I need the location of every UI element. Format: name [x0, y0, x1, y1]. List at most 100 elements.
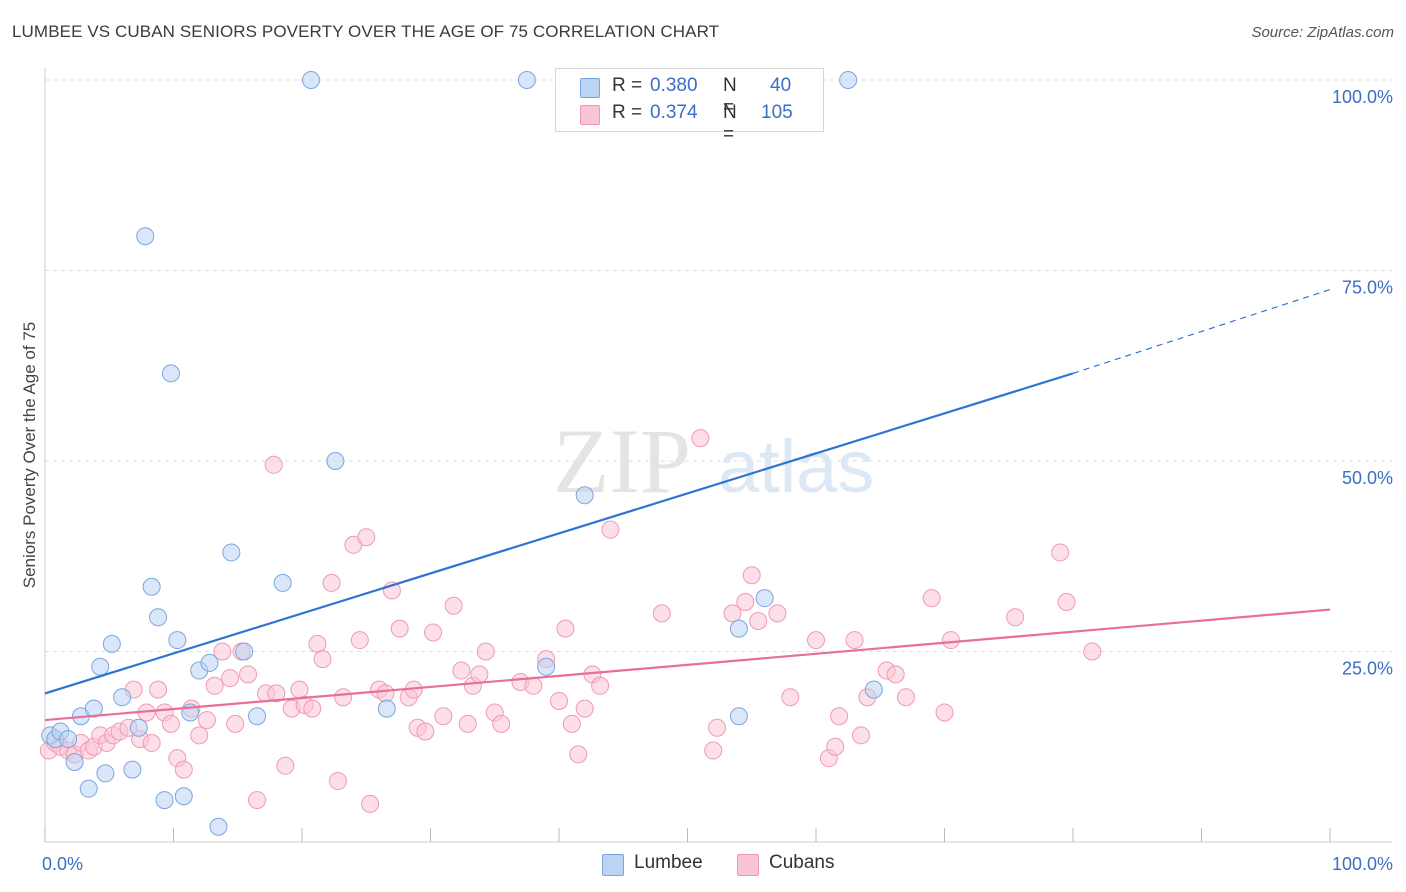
data-point: [377, 699, 396, 718]
data-point: [174, 787, 193, 806]
legend-r-value: 0.380: [650, 75, 698, 96]
data-point: [591, 676, 610, 695]
data-point: [161, 364, 180, 383]
legend-n-label: N =: [723, 102, 737, 145]
data-point: [652, 604, 671, 623]
data-point: [742, 566, 761, 585]
data-point: [424, 623, 443, 642]
trendlines: [44, 288, 1331, 722]
lumbee-trendline: [44, 372, 1074, 695]
data-point: [168, 631, 187, 650]
data-point: [476, 642, 495, 661]
data-point: [174, 760, 193, 779]
data-point: [239, 665, 258, 684]
data-point: [149, 680, 168, 699]
bottom-legend-lumbee-label: Lumbee: [634, 852, 703, 873]
data-point: [361, 794, 380, 813]
data-point: [264, 455, 283, 474]
data-point: [376, 684, 395, 703]
data-point: [209, 817, 228, 836]
y-tick-label: 100.0%: [1332, 87, 1393, 107]
data-point: [575, 699, 594, 718]
data-point: [749, 612, 768, 631]
cubans-trendline: [44, 608, 1331, 722]
data-point: [537, 657, 556, 676]
data-point: [390, 619, 409, 638]
lumbee-swatch: [580, 78, 600, 98]
data-point: [91, 657, 110, 676]
data-point: [84, 699, 103, 718]
data-point: [248, 707, 267, 726]
data-point: [452, 661, 471, 680]
data-point: [350, 631, 369, 650]
chart-title: LUMBEE VS CUBAN SENIORS POVERTY OVER THE…: [12, 22, 720, 41]
data-point: [248, 791, 267, 810]
data-point: [839, 71, 858, 89]
data-point: [1051, 543, 1070, 562]
data-point: [322, 573, 341, 592]
data-point: [308, 634, 327, 653]
data-point: [736, 592, 755, 611]
data-point: [102, 634, 121, 653]
data-point: [96, 764, 115, 783]
bottom-legend: Lumbee Cubans: [0, 852, 1406, 878]
data-point: [524, 676, 543, 695]
bottom-legend-cubans-label: Cubans: [769, 852, 835, 873]
data-point: [845, 631, 864, 650]
lumbee-trendline-extension: [1072, 288, 1331, 374]
tick-labels: 25.0% 50.0% 75.0% 100.0% 0.0% 100.0%: [42, 87, 1393, 874]
data-point: [444, 596, 463, 615]
data-point: [723, 604, 742, 623]
data-point: [458, 714, 477, 733]
legend: R = 0.380 N = 40 R = 0.374 N = 105: [555, 68, 824, 145]
data-point: [755, 589, 774, 608]
data-point: [149, 608, 168, 627]
data-point: [517, 71, 536, 89]
data-point: [1057, 592, 1076, 611]
legend-n-label: N =: [723, 75, 737, 118]
data-point: [807, 631, 825, 650]
legend-n-value: 40: [770, 75, 792, 96]
data-point: [136, 227, 155, 246]
data-point: [434, 707, 453, 726]
data-point: [941, 631, 960, 650]
data-point: [1083, 642, 1102, 661]
data-point: [729, 619, 748, 638]
cubans-swatch: [580, 105, 600, 125]
data-point: [492, 714, 511, 733]
data-point: [200, 653, 219, 672]
data-point: [123, 760, 142, 779]
data-point: [768, 604, 787, 623]
data-point: [781, 688, 800, 707]
data-point: [213, 642, 232, 661]
data-point: [569, 745, 588, 764]
data-point: [896, 688, 915, 707]
watermark-atlas: atlas: [718, 425, 874, 508]
watermark: ZIP atlas: [553, 410, 874, 512]
data-point: [301, 71, 320, 89]
data-point: [470, 665, 489, 684]
watermark-zip: ZIP: [553, 410, 691, 512]
data-point: [357, 528, 376, 547]
data-point: [226, 714, 245, 733]
data-point: [556, 619, 575, 638]
x-tick-label: 0.0%: [42, 854, 83, 874]
data-point: [1006, 608, 1025, 627]
data-point: [334, 688, 353, 707]
data-point: [267, 684, 286, 703]
data-point: [691, 429, 710, 448]
data-point: [886, 665, 905, 684]
data-point: [190, 726, 209, 745]
lumbee-swatch: [602, 854, 624, 876]
data-point: [222, 543, 241, 562]
data-point: [155, 791, 174, 810]
data-point: [922, 589, 941, 608]
legend-r-value: 0.374: [650, 102, 698, 123]
axes: [44, 68, 1392, 843]
data-point: [273, 573, 292, 592]
data-point: [601, 520, 620, 539]
data-point: [550, 692, 568, 711]
legend-n-value: 105: [761, 102, 793, 123]
data-point: [129, 718, 148, 737]
data-point: [826, 737, 845, 756]
